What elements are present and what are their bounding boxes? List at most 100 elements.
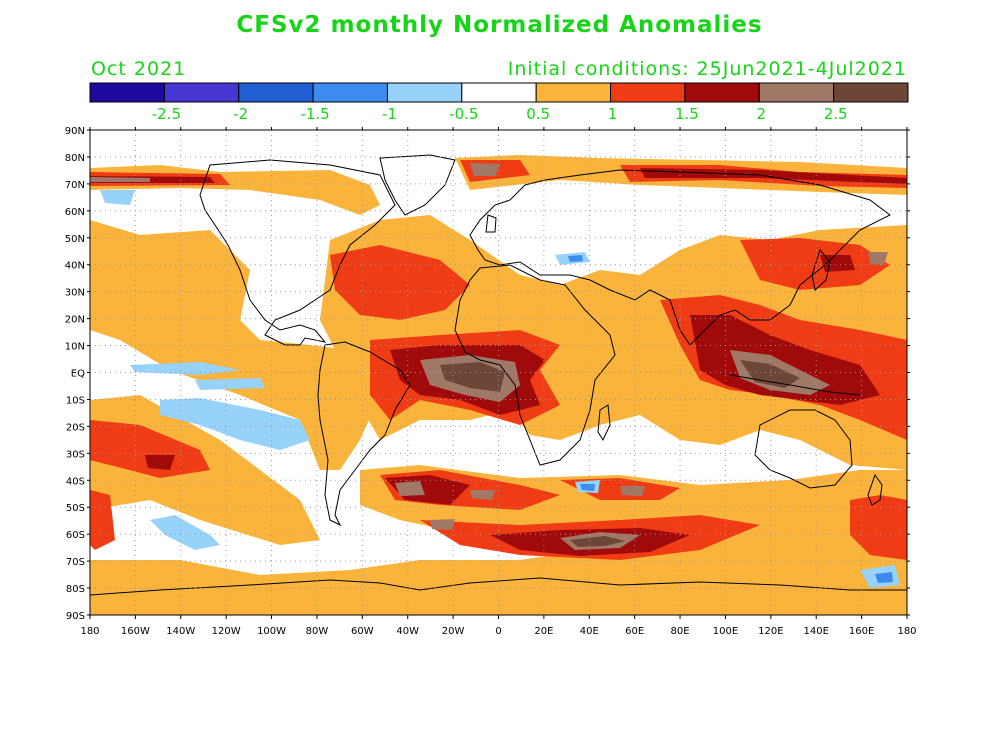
colorbar-bin [312, 82, 388, 103]
new-zealand-coast [867, 473, 883, 506]
anomaly-region [195, 378, 265, 390]
colorbar-label: -1.5 [300, 105, 329, 123]
colorbar-bin [163, 82, 240, 103]
lat-tick-label: 60S [66, 530, 85, 541]
colorbar-bin [386, 82, 463, 103]
anomaly-region [740, 360, 800, 388]
initial-conditions: Initial conditions: 25Jun2021-4Jul2021 [507, 58, 907, 80]
chart-title: CFSv2 monthly Normalized Anomalies [236, 12, 763, 38]
colorbar-label: 2.5 [824, 105, 848, 123]
lon-tick-label: 60W [351, 626, 374, 637]
lon-tick-label: 20W [442, 626, 465, 637]
colorbar-bin [238, 82, 314, 103]
colorbar-label: 1 [608, 105, 618, 123]
anomaly-region [160, 398, 310, 450]
anomaly-region [850, 495, 907, 560]
lon-tick-label: 0 [495, 626, 501, 637]
lat-tick-label: 20S [66, 422, 85, 433]
lon-tick-label: 120E [758, 626, 783, 637]
anomaly-region [568, 255, 583, 262]
colorbar-bin [89, 82, 165, 103]
anomaly-region [470, 490, 495, 500]
anomaly-region [440, 362, 505, 392]
lat-tick-label: 60N [65, 207, 85, 218]
anomaly-region [570, 536, 625, 547]
colorbar-label: 1.5 [675, 105, 699, 123]
anomaly-region [145, 455, 175, 470]
lat-tick-label: 90N [65, 126, 85, 137]
lat-tick-label: 10S [66, 395, 85, 406]
lon-tick-label: 80W [306, 626, 329, 637]
anomaly-region [395, 481, 425, 496]
lat-tick-label: 40N [65, 261, 85, 272]
antarctica-coast [90, 577, 907, 596]
japan-coast [811, 248, 831, 291]
anomaly-region [150, 515, 220, 550]
anomaly-region [690, 315, 880, 405]
lon-tick-label: 100E [713, 626, 738, 637]
anomaly-region [90, 490, 115, 550]
lon-tick-label: 120W [212, 626, 241, 637]
anomaly-region [620, 486, 645, 496]
madagascar-coast [597, 404, 611, 442]
lat-tick-label: 30N [65, 288, 85, 299]
lat-tick-label: 50N [65, 234, 85, 245]
gridlines [90, 130, 907, 615]
colorbar: -2.5 -2 -1.5 -1 -0.5 0.5 1 1.5 2 2.5 [89, 82, 909, 123]
greenland-coast [379, 154, 456, 216]
colorbar-label: 2 [756, 105, 766, 123]
anomaly-region [470, 163, 500, 176]
axes: 90N 80N 70N 60N 50N 40N 30N 20N 10N EQ 10S 20S 30S 40… [65, 126, 917, 637]
anomaly-region [430, 519, 455, 530]
colorbar-label: -2.5 [152, 105, 181, 123]
lat-tick-label: 80S [66, 584, 85, 595]
anomaly-region [580, 484, 595, 491]
uk-coast [485, 214, 497, 233]
anomaly-region [330, 245, 470, 320]
colorbar-bin [684, 82, 760, 103]
lat-tick-label: 30S [66, 449, 85, 460]
anomaly-region [100, 190, 135, 205]
lat-tick-label: 50S [66, 503, 85, 514]
colorbar-label: -1 [382, 105, 397, 123]
lat-tick-label: 90S [66, 611, 85, 622]
colorbar-bin [833, 82, 909, 103]
anomaly-region [90, 530, 907, 615]
lat-tick-label: 80N [65, 153, 85, 164]
indonesia-coast [729, 374, 861, 396]
lon-tick-label: 40W [396, 626, 419, 637]
anomaly-region [820, 255, 855, 272]
lon-tick-label: 180 [897, 626, 916, 637]
colorbar-bin [461, 82, 537, 103]
australia-coast [754, 409, 853, 489]
anomaly-region [875, 572, 893, 583]
colorbar-bin [535, 82, 612, 103]
lat-tick-label: 20N [65, 315, 85, 326]
colorbar-bin [758, 82, 835, 103]
africa-coast [454, 264, 616, 466]
lon-tick-label: 80E [671, 626, 690, 637]
lon-tick-label: 20E [534, 626, 553, 637]
lat-tick-label: 70N [65, 180, 85, 191]
colorbar-label: -0.5 [449, 105, 478, 123]
lon-tick-label: 40E [580, 626, 599, 637]
lat-tick-label: EQ [71, 369, 85, 380]
lat-tick-label: 40S [66, 476, 85, 487]
north-america-coast [199, 159, 396, 346]
anomaly-region [90, 220, 380, 470]
lon-tick-label: 140E [804, 626, 829, 637]
anomaly-region [640, 168, 907, 184]
south-america-coast [317, 341, 411, 527]
anomaly-region [868, 252, 888, 265]
colorbar-label: 0.5 [526, 105, 550, 123]
lon-tick-label: 180 [80, 626, 99, 637]
coastlines [90, 154, 907, 596]
anomaly-region [90, 420, 210, 478]
lat-tick-label: 10N [65, 342, 85, 353]
lon-tick-label: 60E [625, 626, 644, 637]
lat-tick-label: 70S [66, 557, 85, 568]
lon-tick-label: 160E [849, 626, 874, 637]
colorbar-label: -2 [233, 105, 248, 123]
forecast-month: Oct 2021 [91, 58, 187, 80]
